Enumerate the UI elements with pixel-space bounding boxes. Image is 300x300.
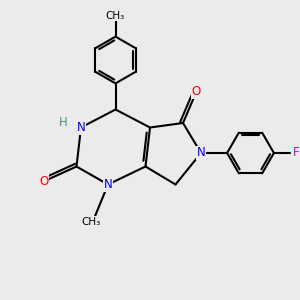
- Text: O: O: [192, 85, 201, 98]
- Text: CH₃: CH₃: [82, 217, 101, 227]
- Text: F: F: [293, 146, 300, 160]
- Text: O: O: [39, 175, 48, 188]
- Text: CH₃: CH₃: [106, 11, 125, 21]
- Text: N: N: [103, 178, 112, 191]
- Text: H: H: [58, 116, 68, 130]
- Text: N: N: [196, 146, 206, 160]
- Text: N: N: [76, 121, 85, 134]
